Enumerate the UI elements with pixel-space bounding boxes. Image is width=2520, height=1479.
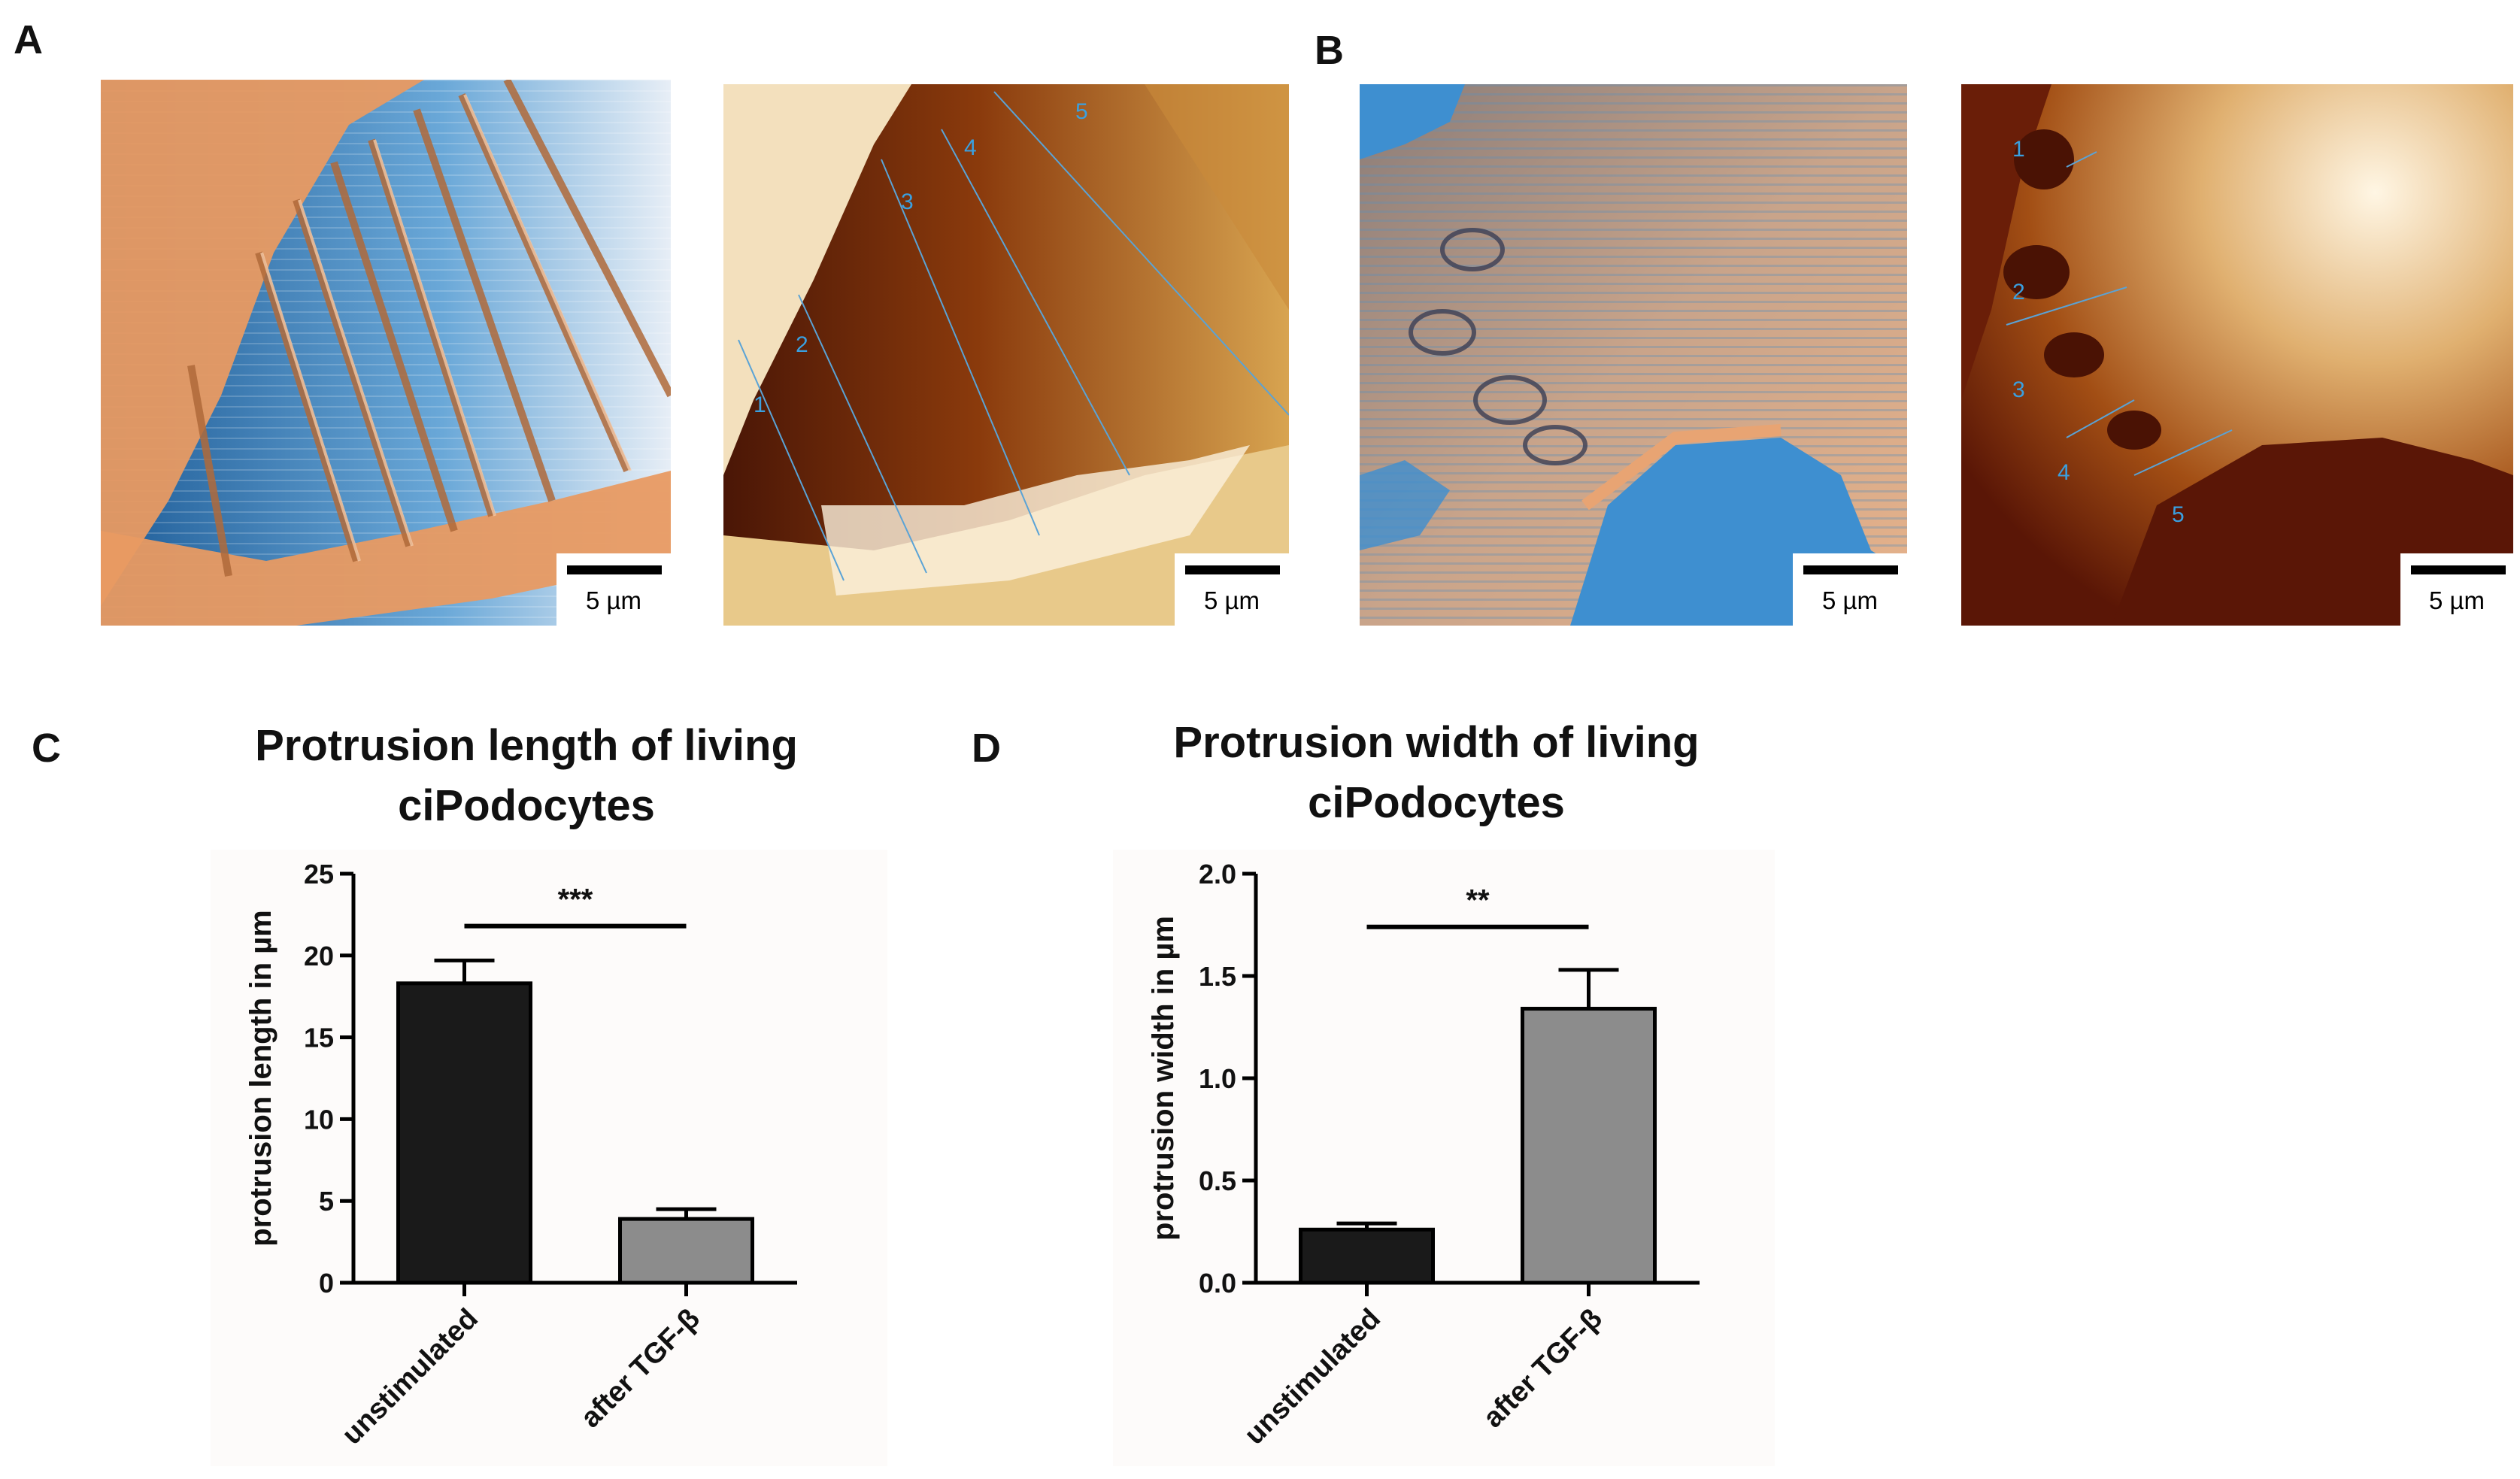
line-label: 2	[796, 332, 808, 357]
panel-label-c: C	[32, 726, 61, 771]
y-tick-label: 0.5	[1199, 1165, 1236, 1196]
y-tick-label: 15	[304, 1023, 334, 1053]
scale-bar: 5 µm	[1793, 553, 1907, 626]
chart-c: 0 5 10 15 20 25 protrusion length in µm unstimu…	[244, 859, 797, 1451]
scale-bar: 5 µm	[556, 553, 671, 626]
x-tick-label: unstimulated	[336, 1303, 484, 1451]
panel-label-b: B	[1315, 28, 1344, 73]
line-label: 3	[901, 189, 914, 214]
scale-bar: 5 µm	[1175, 553, 1289, 626]
y-axis-label: protrusion length in µm	[244, 910, 277, 1246]
x-tick-label: after TGF-β	[575, 1303, 705, 1434]
bar	[1521, 1007, 1657, 1285]
x-tick-label: after TGF-β	[1477, 1303, 1608, 1434]
significance-label: ***	[558, 883, 593, 917]
bar	[1299, 1227, 1435, 1285]
y-tick-label: 25	[304, 859, 334, 890]
y-axis-label: protrusion width in µm	[1147, 916, 1180, 1241]
panel-label-d: D	[972, 726, 1001, 771]
chart-d: 0.0 0.5 1.0 1.5 2.0 protrusion width in µm uns…	[1147, 859, 1700, 1451]
line-label: 5	[2172, 502, 2185, 527]
line-label: 3	[2012, 377, 2025, 402]
y-tick-label: 0	[319, 1268, 334, 1299]
afm-image-b-amplitude: 5 µm	[1360, 84, 1907, 626]
x-tick-label: unstimulated	[1239, 1303, 1387, 1451]
afm-image-a-amplitude: 5 µm	[101, 80, 671, 626]
line-label: 1	[754, 392, 766, 417]
significance-label: **	[1466, 884, 1490, 917]
bar	[618, 1217, 754, 1285]
line-label: 2	[2012, 280, 2025, 305]
bar	[396, 981, 532, 1285]
chart-d-title: Protrusion width of living ciPodocytes	[1173, 718, 1700, 827]
y-tick-label: 1.5	[1199, 961, 1236, 992]
line-label: 5	[1075, 99, 1088, 124]
y-tick-label: 10	[304, 1104, 334, 1135]
chart-c-title: Protrusion length of living ciPodocytes	[255, 721, 798, 830]
y-tick-label: 2.0	[1199, 859, 1236, 890]
y-tick-label: 1.0	[1199, 1063, 1236, 1094]
line-label: 4	[964, 135, 977, 160]
line-label: 1	[2012, 137, 2025, 162]
panel-label-a: A	[14, 17, 43, 62]
line-label: 4	[2058, 460, 2070, 485]
scale-bar: 5 µm	[2400, 553, 2513, 626]
y-tick-label: 0.0	[1199, 1268, 1236, 1299]
afm-image-b-height: 1 2 3 4 5 5 µm	[1961, 84, 2513, 626]
y-tick-label: 20	[304, 941, 334, 971]
afm-image-a-height: 1 2 3 4 5 5 µm	[723, 84, 1289, 626]
y-tick-label: 5	[319, 1186, 334, 1217]
